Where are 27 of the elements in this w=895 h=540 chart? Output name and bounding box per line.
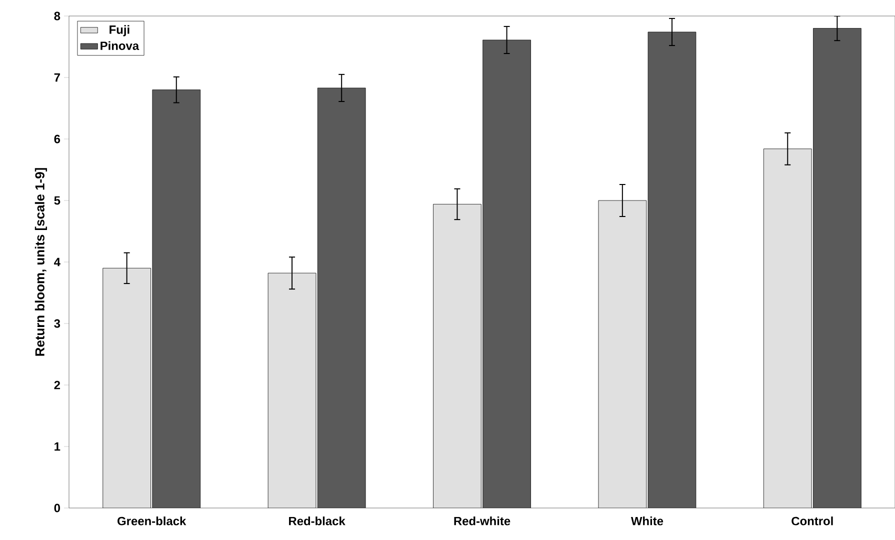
y-tick-label: 8 — [54, 12, 60, 20]
bar — [813, 28, 862, 508]
bar — [433, 204, 482, 508]
bar — [268, 272, 316, 508]
bar — [648, 32, 696, 508]
x-tick-label: Red-black — [289, 516, 346, 526]
y-tick-label: 6 — [54, 134, 60, 144]
y-tick-label: 0 — [54, 504, 60, 512]
x-tick-label: Green-black — [118, 516, 186, 526]
y-tick-label: 1 — [54, 442, 60, 451]
y-axis-title: Return bloom, units [scale 1-9] — [34, 168, 47, 356]
bar — [152, 90, 201, 508]
bar — [763, 148, 812, 508]
bar — [317, 88, 366, 508]
y-tick-label: 7 — [54, 73, 60, 82]
y-tick-label: 4 — [54, 258, 60, 266]
bar — [598, 200, 647, 508]
y-tick-label: 3 — [54, 319, 60, 328]
y-tick-label: 2 — [54, 380, 60, 390]
legend-label: Pinova — [100, 41, 140, 50]
x-tick-label: Red-white — [454, 516, 510, 526]
legend-label: Fuji — [110, 25, 130, 36]
bar — [102, 268, 151, 508]
x-tick-label: Control — [792, 516, 833, 526]
bar — [482, 40, 531, 508]
y-tick-label: 5 — [54, 196, 60, 205]
x-tick-label: White — [630, 516, 664, 526]
